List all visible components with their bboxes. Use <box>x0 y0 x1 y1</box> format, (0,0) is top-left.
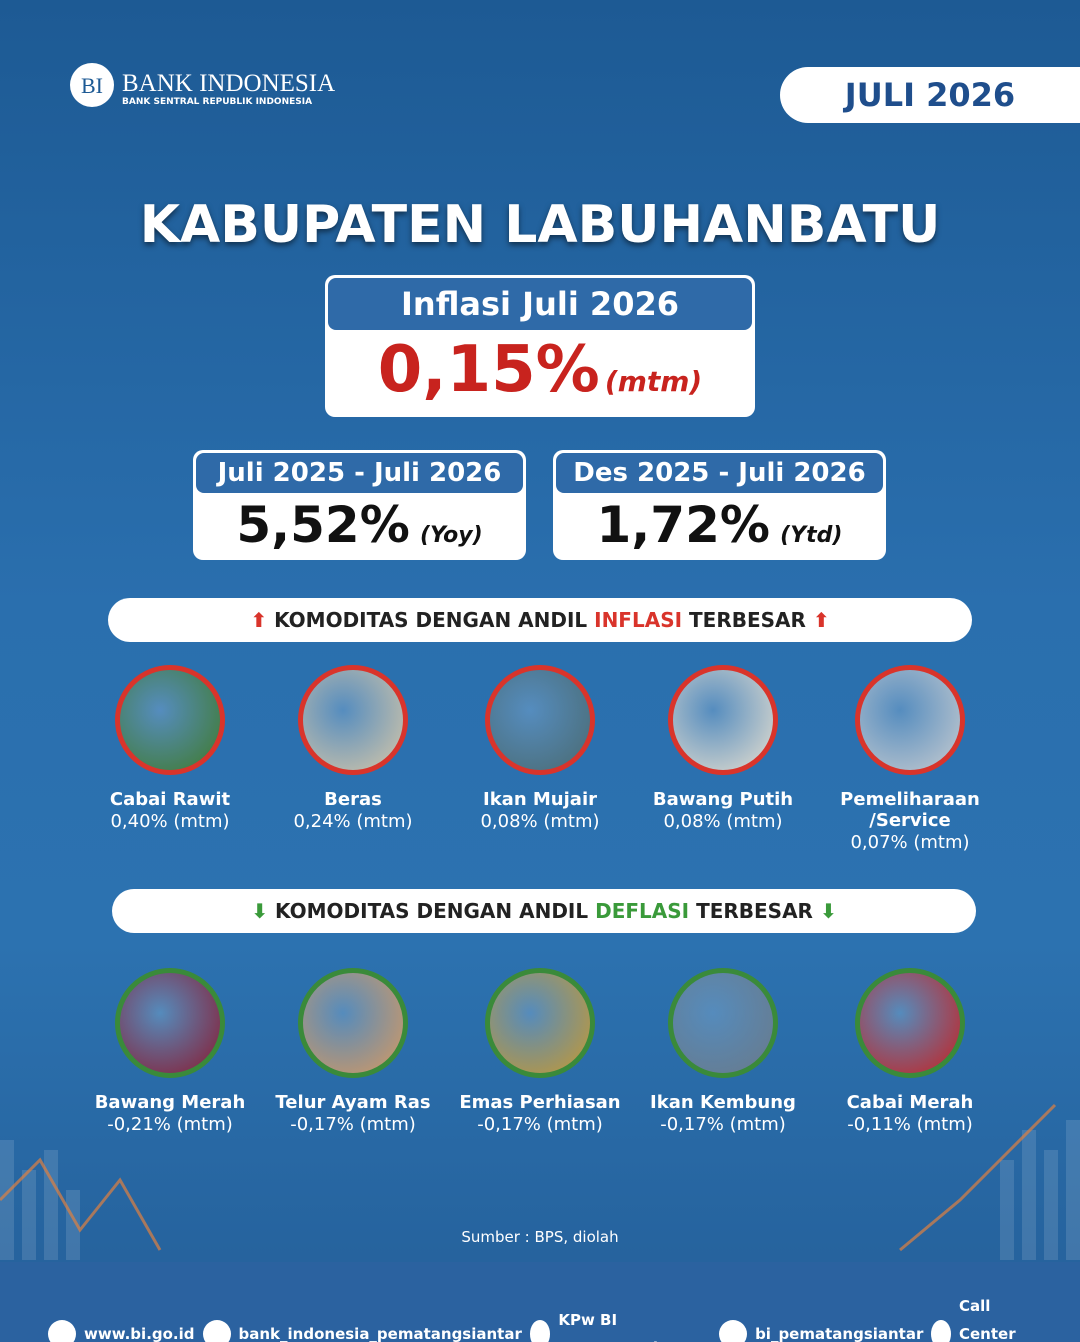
logo-subtitle: BANK SENTRAL REPUBLIK INDONESIA <box>122 97 313 107</box>
svg-text:BI: BI <box>81 73 103 98</box>
yoy-unit: (Yoy) <box>419 523 483 548</box>
footer-link: Call Center 131 <box>931 1292 1058 1342</box>
yoy-box: Juli 2025 - Juli 2026 5,52% (Yoy) <box>193 450 526 560</box>
main-unit: (mtm) <box>604 365 703 398</box>
heading-highlight: INFLASI <box>594 608 683 632</box>
commodity-image <box>485 665 595 775</box>
heading-prefix: KOMODITAS DENGAN ANDIL <box>274 608 588 632</box>
commodity-name: Bawang Putih <box>652 789 794 810</box>
footer-text: bank_indonesia_pematangsiantar <box>238 1325 522 1342</box>
commodity-name: Bawang Merah <box>94 1092 246 1113</box>
footer-icon <box>931 1320 951 1342</box>
ytd-label: Des 2025 - Juli 2026 <box>556 453 883 493</box>
commodity-name: Cabai Merah <box>846 1092 974 1113</box>
commodity-value: -0,21% (mtm) <box>107 1114 233 1135</box>
commodity-value: 0,40% (mtm) <box>110 811 230 832</box>
ytd-unit: (Ytd) <box>780 523 843 548</box>
commodity: Pemeliharaan /Service 0,07% (mtm) <box>820 665 1000 855</box>
footer-icon <box>719 1320 748 1342</box>
main-box: Inflasi Juli 2026 0,15% (mtm) <box>325 275 755 417</box>
commodity: Emas Perhiasan -0,17% (mtm) <box>450 968 630 1137</box>
footer: www.bi.go.id bank_indonesia_pematangsiant… <box>48 1292 1058 1342</box>
ytd-box: Des 2025 - Juli 2026 1,72% (Ytd) <box>553 450 886 560</box>
commodity: Ikan Mujair 0,08% (mtm) <box>450 665 630 834</box>
commodity: Ikan Kembung -0,17% (mtm) <box>633 968 813 1137</box>
yoy-label: Juli 2025 - Juli 2026 <box>196 453 523 493</box>
commodity: Cabai Merah -0,11% (mtm) <box>820 968 1000 1137</box>
commodity-value: -0,17% (mtm) <box>477 1114 603 1135</box>
heading-suffix: TERBESAR <box>689 608 806 632</box>
commodity: Bawang Merah -0,21% (mtm) <box>80 968 260 1137</box>
commodity: Cabai Rawit 0,40% (mtm) <box>80 665 260 834</box>
commodity-image <box>668 665 778 775</box>
heading-suffix: TERBESAR <box>696 899 813 923</box>
commodity: Bawang Putih 0,08% (mtm) <box>633 665 813 834</box>
commodity-image <box>855 665 965 775</box>
commodity-value: 0,08% (mtm) <box>480 811 600 832</box>
date-badge: JULI 2026 <box>780 67 1080 123</box>
footer-icon <box>48 1320 76 1342</box>
commodity: Telur Ayam Ras -0,17% (mtm) <box>263 968 443 1137</box>
commodity-image <box>298 665 408 775</box>
ytd-value: 1,72% <box>596 496 770 554</box>
commodity-name: Beras <box>324 789 382 810</box>
commodity-image <box>298 968 408 1078</box>
commodity-name: Pemeliharaan /Service <box>840 789 980 831</box>
commodity-value: 0,08% (mtm) <box>663 811 783 832</box>
commodity-value: -0,11% (mtm) <box>847 1114 973 1135</box>
footer-link: bi_pematangsiantar <box>719 1292 931 1342</box>
commodity-image <box>485 968 595 1078</box>
main-value: 0,15% <box>377 333 600 407</box>
commodity-name: Ikan Kembung <box>650 1092 796 1113</box>
commodity-value: -0,17% (mtm) <box>290 1114 416 1135</box>
footer-icon <box>529 1320 551 1342</box>
footer-text: www.bi.go.id <box>84 1325 195 1342</box>
footer-text: bi_pematangsiantar <box>755 1325 924 1342</box>
footer-link: KPw BI Pematangsiantar <box>529 1292 719 1342</box>
source: Sumber : BPS, diolah <box>461 1228 619 1246</box>
footer-icon <box>202 1320 231 1342</box>
commodity-image <box>668 968 778 1078</box>
commodity-value: 0,07% (mtm) <box>850 832 970 853</box>
commodity: Beras 0,24% (mtm) <box>263 665 443 834</box>
title: KABUPATEN LABUHANBATU <box>139 195 941 255</box>
footer-text: Call Center 131 <box>959 1297 1016 1342</box>
commodity-image <box>115 968 225 1078</box>
commodity-name: Telur Ayam Ras <box>275 1092 431 1113</box>
logo-name: BANK INDONESIA <box>122 70 336 97</box>
yoy-value: 5,52% <box>236 496 410 554</box>
heading-highlight: DEFLASI <box>595 899 690 923</box>
logo-icon: BI <box>70 63 114 107</box>
commodity-image <box>115 665 225 775</box>
commodity-image <box>855 968 965 1078</box>
commodity-name: Ikan Mujair <box>483 789 597 810</box>
deflation-heading: ⬇ KOMODITAS DENGAN ANDIL DEFLASI TERBESA… <box>112 889 976 933</box>
main-label: Inflasi Juli 2026 <box>328 278 752 330</box>
footer-link: www.bi.go.id <box>48 1292 203 1342</box>
commodity-value: -0,17% (mtm) <box>660 1114 786 1135</box>
commodity-name: Emas Perhiasan <box>459 1092 621 1113</box>
inflation-heading: ⬆ KOMODITAS DENGAN ANDIL INFLASI TERBESA… <box>108 598 972 642</box>
commodity-value: 0,24% (mtm) <box>293 811 413 832</box>
heading-prefix: KOMODITAS DENGAN ANDIL <box>275 899 589 923</box>
footer-link: bank_indonesia_pematangsiantar <box>202 1292 530 1342</box>
commodity-name: Cabai Rawit <box>109 789 231 810</box>
footer-text: KPw BI Pematangsiantar <box>558 1311 703 1342</box>
